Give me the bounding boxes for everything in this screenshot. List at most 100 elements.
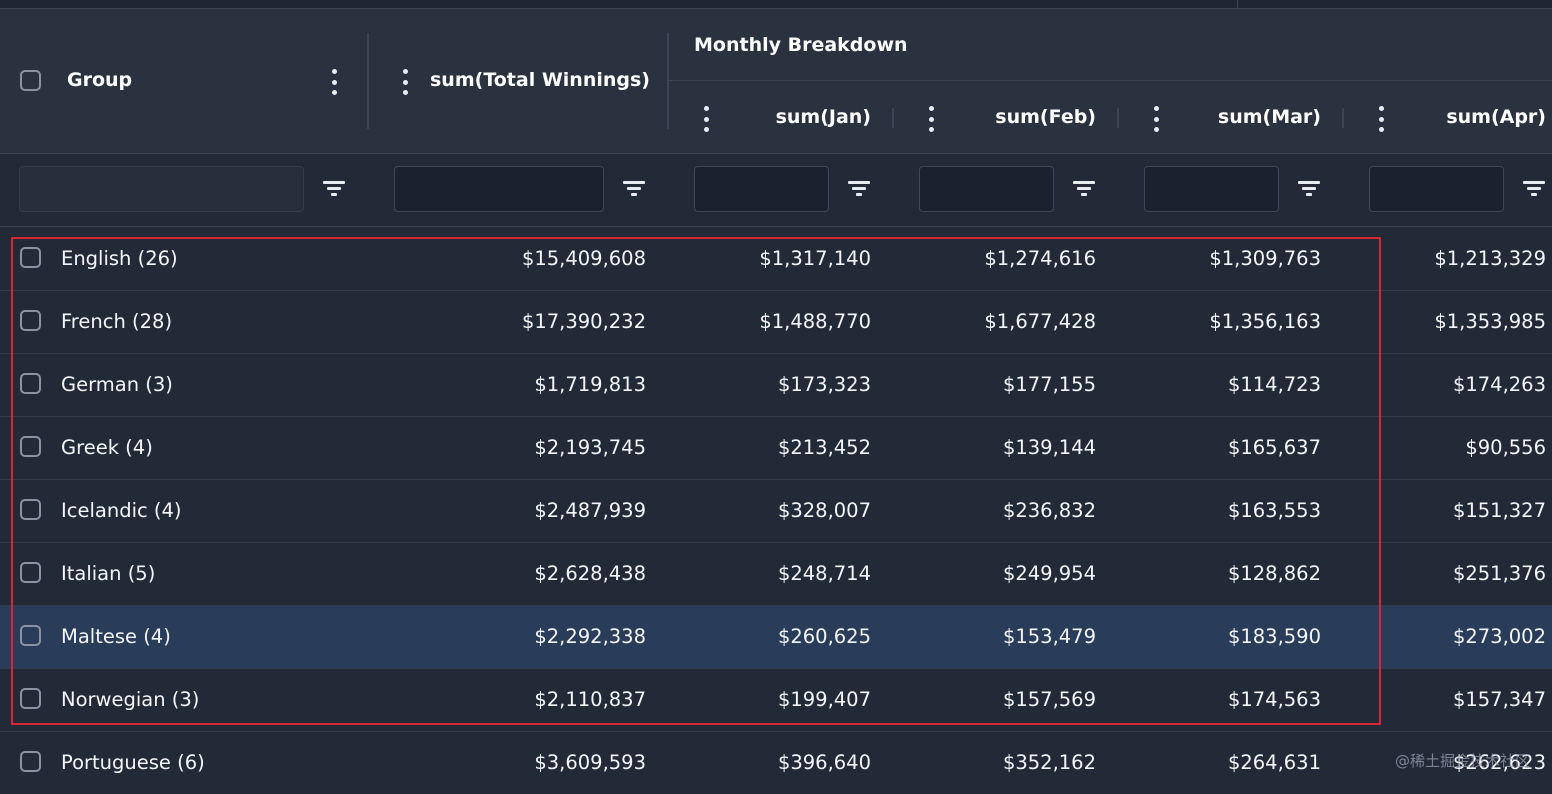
table-row[interactable]: English (26) $15,409,608 $1,317,140 $1,2…	[0, 228, 1552, 291]
header-apr-label[interactable]: sum(Apr)	[1446, 106, 1546, 128]
mar-cell: $114,723	[1227, 373, 1321, 396]
feb-cell: $157,569	[1002, 688, 1096, 711]
filter-icon[interactable]	[1523, 181, 1545, 197]
feb-cell: $177,155	[1002, 373, 1096, 396]
row-checkbox[interactable]	[20, 247, 41, 268]
feb-filter-input[interactable]	[919, 166, 1054, 212]
mar-cell: $264,631	[1227, 751, 1321, 774]
select-all-checkbox[interactable]	[20, 70, 41, 91]
jan-cell: $213,452	[777, 436, 871, 459]
feb-cell: $1,677,428	[984, 310, 1096, 333]
mar-cell: $165,637	[1227, 436, 1321, 459]
feb-cell: $236,832	[1002, 499, 1096, 522]
total-cell: $2,628,438	[534, 562, 646, 585]
group-cell: English (26)	[61, 247, 178, 270]
filter-icon[interactable]	[1298, 181, 1320, 197]
column-resize-handle[interactable]	[892, 108, 894, 128]
table-row[interactable]: Greek (4) $2,193,745 $213,452 $139,144 $…	[0, 417, 1552, 480]
grid-header: Group sum(Total Winnings) Monthly Breakd…	[0, 9, 1552, 154]
total-cell: $17,390,232	[521, 310, 646, 333]
total-filter-input[interactable]	[394, 166, 604, 212]
jan-cell: $199,407	[777, 688, 871, 711]
apr-cell: $174,263	[1452, 373, 1546, 396]
row-checkbox[interactable]	[20, 751, 41, 772]
row-checkbox[interactable]	[20, 499, 41, 520]
group-cell: Greek (4)	[61, 436, 153, 459]
table-row[interactable]: German (3) $1,719,813 $173,323 $177,155 …	[0, 354, 1552, 417]
feb-cell: $352,162	[1002, 751, 1096, 774]
band-divider	[1237, 0, 1238, 8]
apr-cell: $151,327	[1452, 499, 1546, 522]
apr-column-menu-icon[interactable]	[1377, 106, 1385, 132]
jan-cell: $396,640	[777, 751, 871, 774]
column-resize-handle[interactable]	[667, 33, 669, 129]
total-cell: $1,719,813	[534, 373, 646, 396]
header-feb-label[interactable]: sum(Feb)	[995, 106, 1096, 128]
header-mar-label[interactable]: sum(Mar)	[1217, 106, 1321, 128]
header-group-divider	[669, 80, 1552, 81]
feb-cell: $139,144	[1002, 436, 1096, 459]
group-cell: Norwegian (3)	[61, 688, 200, 711]
filter-icon[interactable]	[848, 181, 870, 197]
apr-cell: $251,376	[1452, 562, 1546, 585]
table-row[interactable]: Icelandic (4) $2,487,939 $328,007 $236,8…	[0, 480, 1552, 543]
apr-cell: $262,623	[1452, 751, 1546, 774]
group-cell: Italian (5)	[61, 562, 156, 585]
jan-cell: $248,714	[777, 562, 871, 585]
table-row[interactable]: Maltese (4) $2,292,338 $260,625 $153,479…	[0, 606, 1552, 669]
mar-cell: $183,590	[1227, 625, 1321, 648]
total-cell: $2,193,745	[534, 436, 646, 459]
mar-cell: $163,553	[1227, 499, 1321, 522]
total-column-menu-icon[interactable]	[401, 69, 409, 95]
total-cell: $2,110,837	[534, 688, 646, 711]
filter-icon[interactable]	[623, 181, 645, 197]
header-jan-label[interactable]: sum(Jan)	[775, 106, 871, 128]
column-resize-handle[interactable]	[367, 33, 369, 129]
row-checkbox[interactable]	[20, 688, 41, 709]
group-cell: German (3)	[61, 373, 173, 396]
mar-cell: $1,356,163	[1209, 310, 1321, 333]
apr-cell: $157,347	[1452, 688, 1546, 711]
watermark: @稀土掘金技术社区	[1394, 752, 1530, 770]
feb-cell: $153,479	[1002, 625, 1096, 648]
mar-cell: $1,309,763	[1209, 247, 1321, 270]
column-resize-handle[interactable]	[1342, 108, 1344, 128]
jan-cell: $328,007	[777, 499, 871, 522]
mar-column-menu-icon[interactable]	[1152, 106, 1160, 132]
row-checkbox[interactable]	[20, 625, 41, 646]
mar-cell: $128,862	[1227, 562, 1321, 585]
group-column-menu-icon[interactable]	[330, 69, 338, 95]
feb-cell: $249,954	[1002, 562, 1096, 585]
group-filter-input[interactable]	[19, 166, 304, 212]
table-row[interactable]: Portuguese (6) $3,609,593 $396,640 $352,…	[0, 732, 1552, 777]
apr-filter-input[interactable]	[1369, 166, 1504, 212]
table-row[interactable]: Norwegian (3) $2,110,837 $199,407 $157,5…	[0, 669, 1552, 732]
table-row[interactable]: Italian (5) $2,628,438 $248,714 $249,954…	[0, 543, 1552, 606]
mar-filter-input[interactable]	[1144, 166, 1279, 212]
row-checkbox[interactable]	[20, 436, 41, 457]
jan-filter-input[interactable]	[694, 166, 829, 212]
header-group-label[interactable]: Group	[67, 69, 133, 91]
jan-cell: $1,317,140	[759, 247, 871, 270]
apr-cell: $90,556	[1465, 436, 1546, 459]
column-resize-handle[interactable]	[1117, 108, 1119, 128]
row-checkbox[interactable]	[20, 310, 41, 331]
apr-cell: $273,002	[1452, 625, 1546, 648]
group-cell: French (28)	[61, 310, 173, 333]
jan-column-menu-icon[interactable]	[702, 106, 710, 132]
row-checkbox[interactable]	[20, 373, 41, 394]
header-monthly-breakdown: Monthly Breakdown	[694, 34, 908, 56]
filter-icon[interactable]	[323, 181, 345, 197]
group-cell: Maltese (4)	[61, 625, 171, 648]
total-cell: $15,409,608	[521, 247, 646, 270]
filter-row	[0, 154, 1552, 227]
group-cell: Portuguese (6)	[61, 751, 205, 774]
row-checkbox[interactable]	[20, 562, 41, 583]
jan-cell: $173,323	[777, 373, 871, 396]
table-row[interactable]: French (28) $17,390,232 $1,488,770 $1,67…	[0, 291, 1552, 354]
filter-icon[interactable]	[1073, 181, 1095, 197]
feb-column-menu-icon[interactable]	[927, 106, 935, 132]
top-scroll-band	[0, 0, 1552, 9]
total-cell: $3,609,593	[534, 751, 646, 774]
header-total-label[interactable]: sum(Total Winnings)	[430, 69, 650, 91]
